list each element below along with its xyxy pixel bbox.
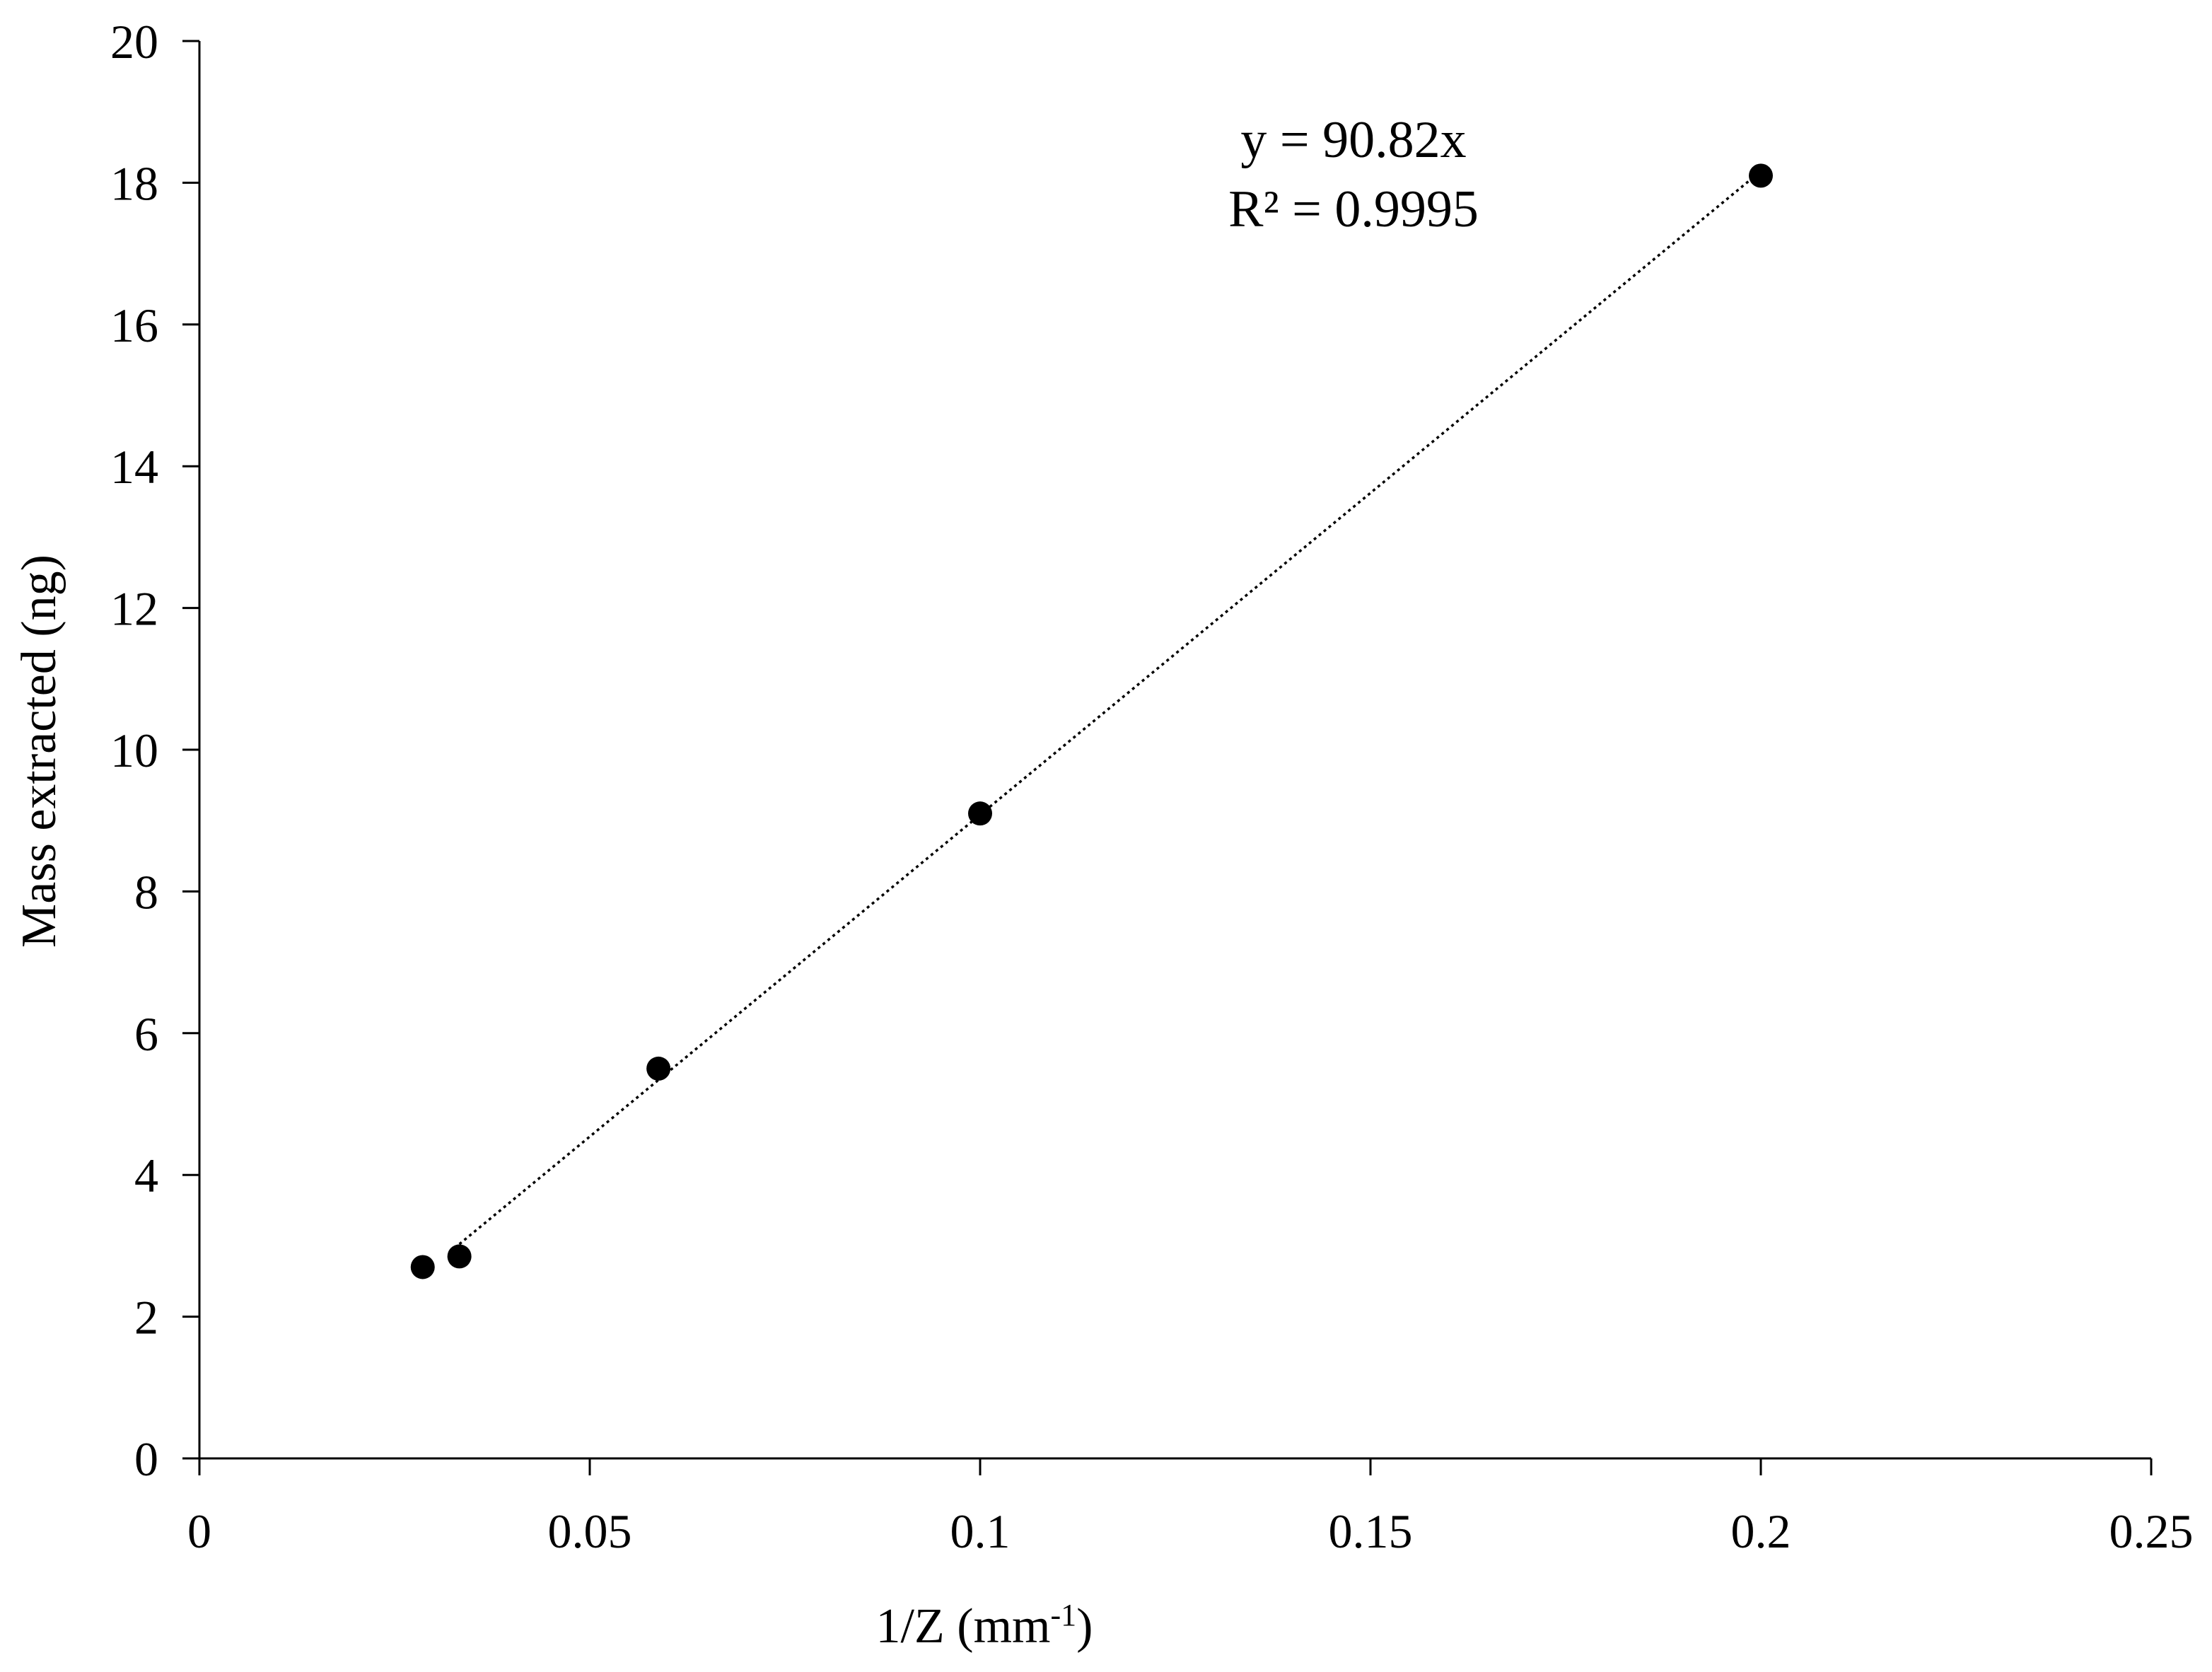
x-axis-title-superscript: -1 bbox=[1050, 1598, 1076, 1632]
x-tick-label: 0.1 bbox=[950, 1504, 1011, 1558]
axes bbox=[198, 41, 2151, 1460]
data-point bbox=[447, 1244, 472, 1269]
x-tick-label: 0.15 bbox=[1329, 1504, 1413, 1558]
y-tick-label: 14 bbox=[110, 440, 158, 494]
x-axis-title-main: 1/Z (mm bbox=[876, 1599, 1051, 1654]
y-tick-label: 2 bbox=[134, 1291, 158, 1345]
y-tick-label: 0 bbox=[134, 1432, 158, 1486]
data-points bbox=[410, 163, 1773, 1279]
y-tick-label: 12 bbox=[110, 582, 158, 636]
y-ticks: 0 2 4 6 8 10 12 14 16 18 20 bbox=[110, 15, 199, 1486]
y-tick-label: 10 bbox=[110, 724, 158, 777]
y-axis-title: Mass extracted (ng) bbox=[12, 555, 66, 948]
trendline-group bbox=[458, 170, 1762, 1246]
data-point bbox=[646, 1056, 671, 1081]
r-squared-label: R² = 0.9995 bbox=[1228, 180, 1479, 238]
x-tick-label: 0 bbox=[187, 1504, 211, 1558]
x-tick-label: 0.25 bbox=[2109, 1504, 2194, 1558]
y-tick-label: 16 bbox=[110, 298, 158, 352]
x-axis-title-close: ) bbox=[1076, 1599, 1093, 1654]
x-ticks: 0 0.05 0.1 0.15 0.2 0.25 bbox=[187, 1458, 2194, 1558]
data-point bbox=[1749, 163, 1773, 188]
x-axis-title: 1/Z (mm-1) bbox=[876, 1598, 1093, 1654]
y-tick-label: 8 bbox=[134, 865, 158, 919]
data-point bbox=[968, 801, 992, 826]
trendline bbox=[458, 170, 1762, 1246]
y-tick-label: 4 bbox=[134, 1149, 158, 1202]
x-tick-label: 0.05 bbox=[548, 1504, 632, 1558]
y-tick-label: 6 bbox=[134, 1007, 158, 1061]
x-tick-label: 0.2 bbox=[1731, 1504, 1791, 1558]
y-tick-label: 18 bbox=[110, 156, 158, 210]
data-point bbox=[410, 1255, 435, 1279]
trendline-equation: y = 90.82x bbox=[1240, 111, 1466, 169]
y-tick-label: 20 bbox=[110, 15, 158, 69]
